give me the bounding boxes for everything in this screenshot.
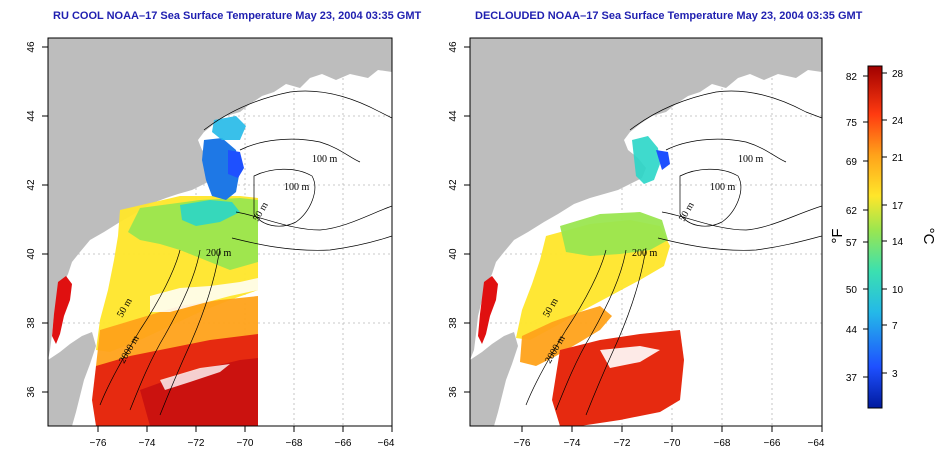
right-land-south [470,332,518,426]
colorbar-gradient [867,65,883,409]
right-contour-label-100m-b: 100 m [710,182,736,193]
right-land-mass [470,38,822,360]
left-map-frame [47,37,393,427]
right-x-axis [521,426,823,432]
left-contour-label-200m: 200 m [206,248,232,259]
right-y-tick-label: 42 [448,179,459,191]
right-map-frame [469,37,823,427]
right-x-tick-label: −76 [514,438,531,449]
colorbar-fahrenheit-label: °F [829,228,846,243]
colorbar-celsius-label: °C [920,228,937,245]
right-bathymetry-contours [525,90,822,416]
colorbar-f-tick: 44 [846,325,858,336]
colorbar-c-tick: 28 [892,69,904,80]
left-x-tick-label: −76 [90,438,107,449]
right-contour-label-200m: 200 m [632,248,658,259]
left-x-tick-label: −72 [188,438,205,449]
left-bathymetry-contours [99,90,392,416]
left-y-axis [42,46,48,393]
left-x-tick-label: −64 [378,438,395,449]
colorbar-c-tick: 21 [892,153,904,164]
right-y-tick-label: 44 [448,110,459,122]
left-y-tick-label: 38 [26,317,37,329]
left-y-tick-label: 44 [26,110,37,122]
left-x-tick-label: −66 [335,438,352,449]
left-x-axis [97,426,393,432]
colorbar-f-tick: 62 [846,206,858,217]
colorbar-f-tick: 57 [846,238,858,249]
right-x-tick-label: −64 [808,438,825,449]
temperature-colorbar: 82 75 69 62 57 50 44 37 28 24 21 17 14 1… [829,65,937,409]
left-contour-label-100m-b: 100 m [284,182,310,193]
right-x-tick-label: −66 [764,438,781,449]
colorbar-c-tick: 24 [892,116,904,127]
left-y-tick-label: 42 [26,179,37,191]
right-y-tick-label: 46 [448,41,459,53]
right-panel-title: DECLOUDED NOAA–17 Sea Surface Temperatur… [475,10,863,22]
left-x-tick-label: −74 [139,438,156,449]
left-sst-swath [52,116,258,426]
colorbar-f-tick: 37 [846,373,858,384]
left-land-mass [48,38,392,360]
left-y-tick-label: 46 [26,41,37,53]
right-y-tick-label: 36 [448,386,459,398]
colorbar-f-tick: 82 [846,72,858,83]
left-land-south [48,332,96,426]
left-x-tick-label: −68 [286,438,303,449]
right-sst-swath [478,136,684,426]
right-y-tick-label: 38 [448,317,459,329]
colorbar-f-tick: 50 [846,285,858,296]
right-y-tick-label: 40 [448,248,459,260]
colorbar-c-tick: 17 [892,201,904,212]
colorbar-c-tick: 3 [892,369,898,380]
right-x-tick-label: −70 [664,438,681,449]
colorbar-c-tick: 10 [892,285,904,296]
right-sst-map: 100 m 100 m 50 m 200 m 50 m 2000 m −76 −… [448,37,825,449]
left-sst-map: 100 m 100 m 50 m 200 m 50 m 2000 m −76 −… [26,37,395,449]
left-panel-title: RU COOL NOAA–17 Sea Surface Temperature … [53,10,422,22]
right-y-axis [464,46,470,393]
right-x-tick-label: −74 [564,438,581,449]
left-y-tick-label: 36 [26,386,37,398]
colorbar-f-tick: 75 [846,118,858,129]
right-x-tick-label: −72 [614,438,631,449]
colorbar-ticks [863,72,887,378]
colorbar-c-tick: 14 [892,237,904,248]
colorbar-f-tick: 69 [846,157,858,168]
left-y-tick-label: 40 [26,248,37,260]
right-x-tick-label: −68 [714,438,731,449]
left-x-tick-label: −70 [237,438,254,449]
left-contour-label-100m-a: 100 m [312,154,338,165]
right-contour-label-100m-a: 100 m [738,154,764,165]
colorbar-c-tick: 7 [892,321,898,332]
